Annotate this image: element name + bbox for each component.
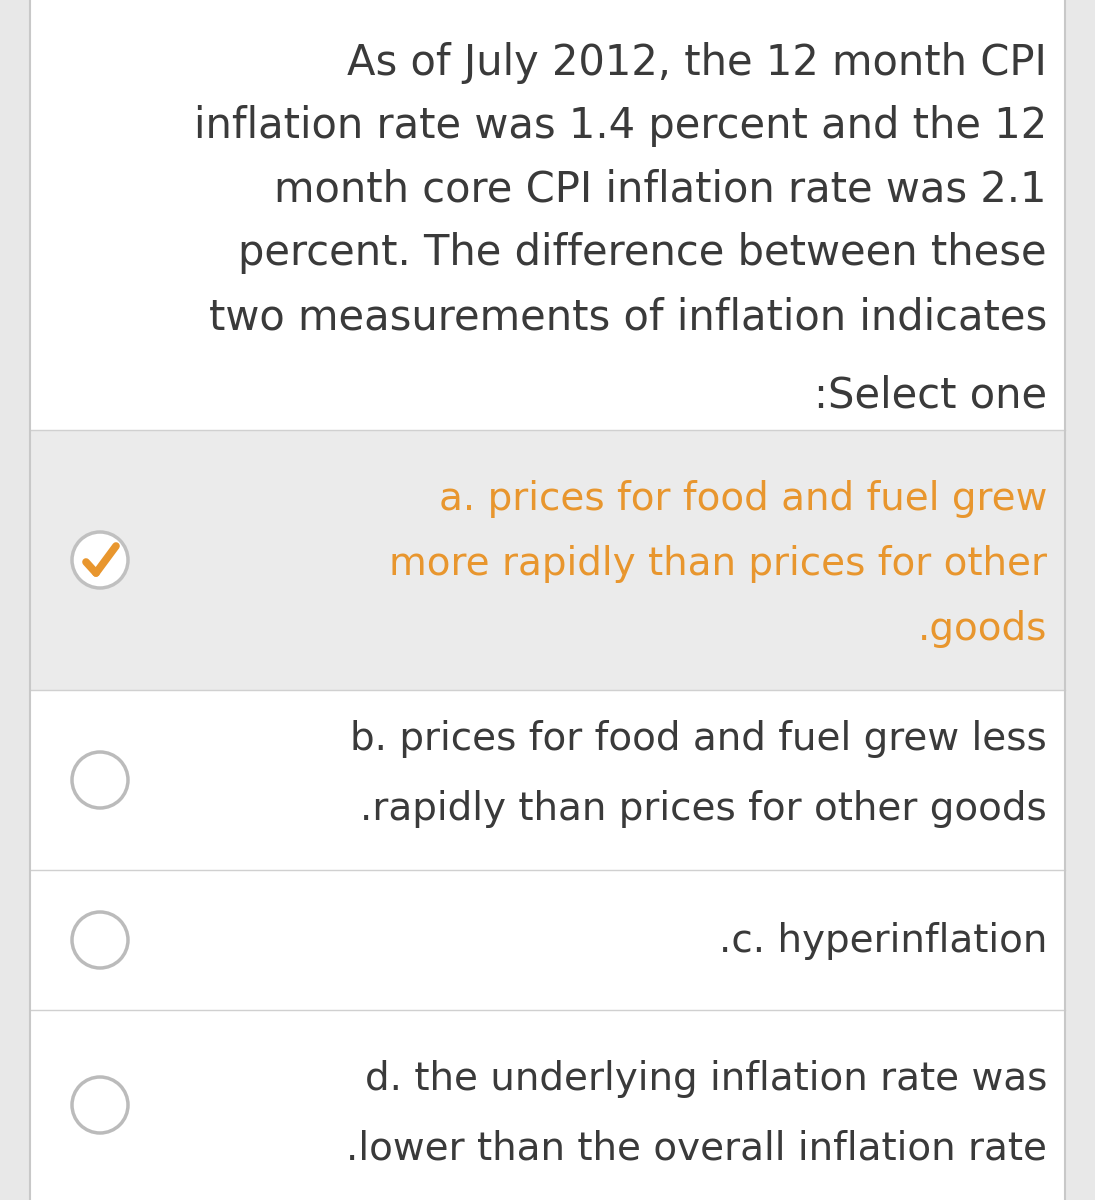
Bar [30,1010,1065,1200]
Text: :Select one: :Select one [814,374,1047,416]
Text: two measurements of inflation indicates: two measurements of inflation indicates [209,296,1047,338]
Circle shape [72,752,128,808]
Circle shape [72,1078,128,1133]
Text: .c. hyperinflation: .c. hyperinflation [718,922,1047,960]
Text: percent. The difference between these: percent. The difference between these [239,232,1047,274]
Text: month core CPI inflation rate was 2.1: month core CPI inflation rate was 2.1 [275,168,1047,210]
Text: inflation rate was 1.4 percent and the 12: inflation rate was 1.4 percent and the 1… [194,104,1047,146]
Circle shape [72,912,128,968]
Text: d. the underlying inflation rate was: d. the underlying inflation rate was [365,1060,1047,1098]
Bar [30,0,1065,430]
Bar [30,430,1065,690]
Text: .rapidly than prices for other goods: .rapidly than prices for other goods [360,790,1047,828]
Text: As of July 2012, the 12 month CPI: As of July 2012, the 12 month CPI [347,42,1047,84]
Bar [30,690,1065,870]
Bar [30,870,1065,1010]
Text: .goods: .goods [918,610,1047,648]
Text: b. prices for food and fuel grew less: b. prices for food and fuel grew less [350,720,1047,758]
Text: .lower than the overall inflation rate: .lower than the overall inflation rate [346,1130,1047,1168]
Circle shape [72,532,128,588]
Text: a. prices for food and fuel grew: a. prices for food and fuel grew [439,480,1047,518]
Text: more rapidly than prices for other: more rapidly than prices for other [389,545,1047,583]
